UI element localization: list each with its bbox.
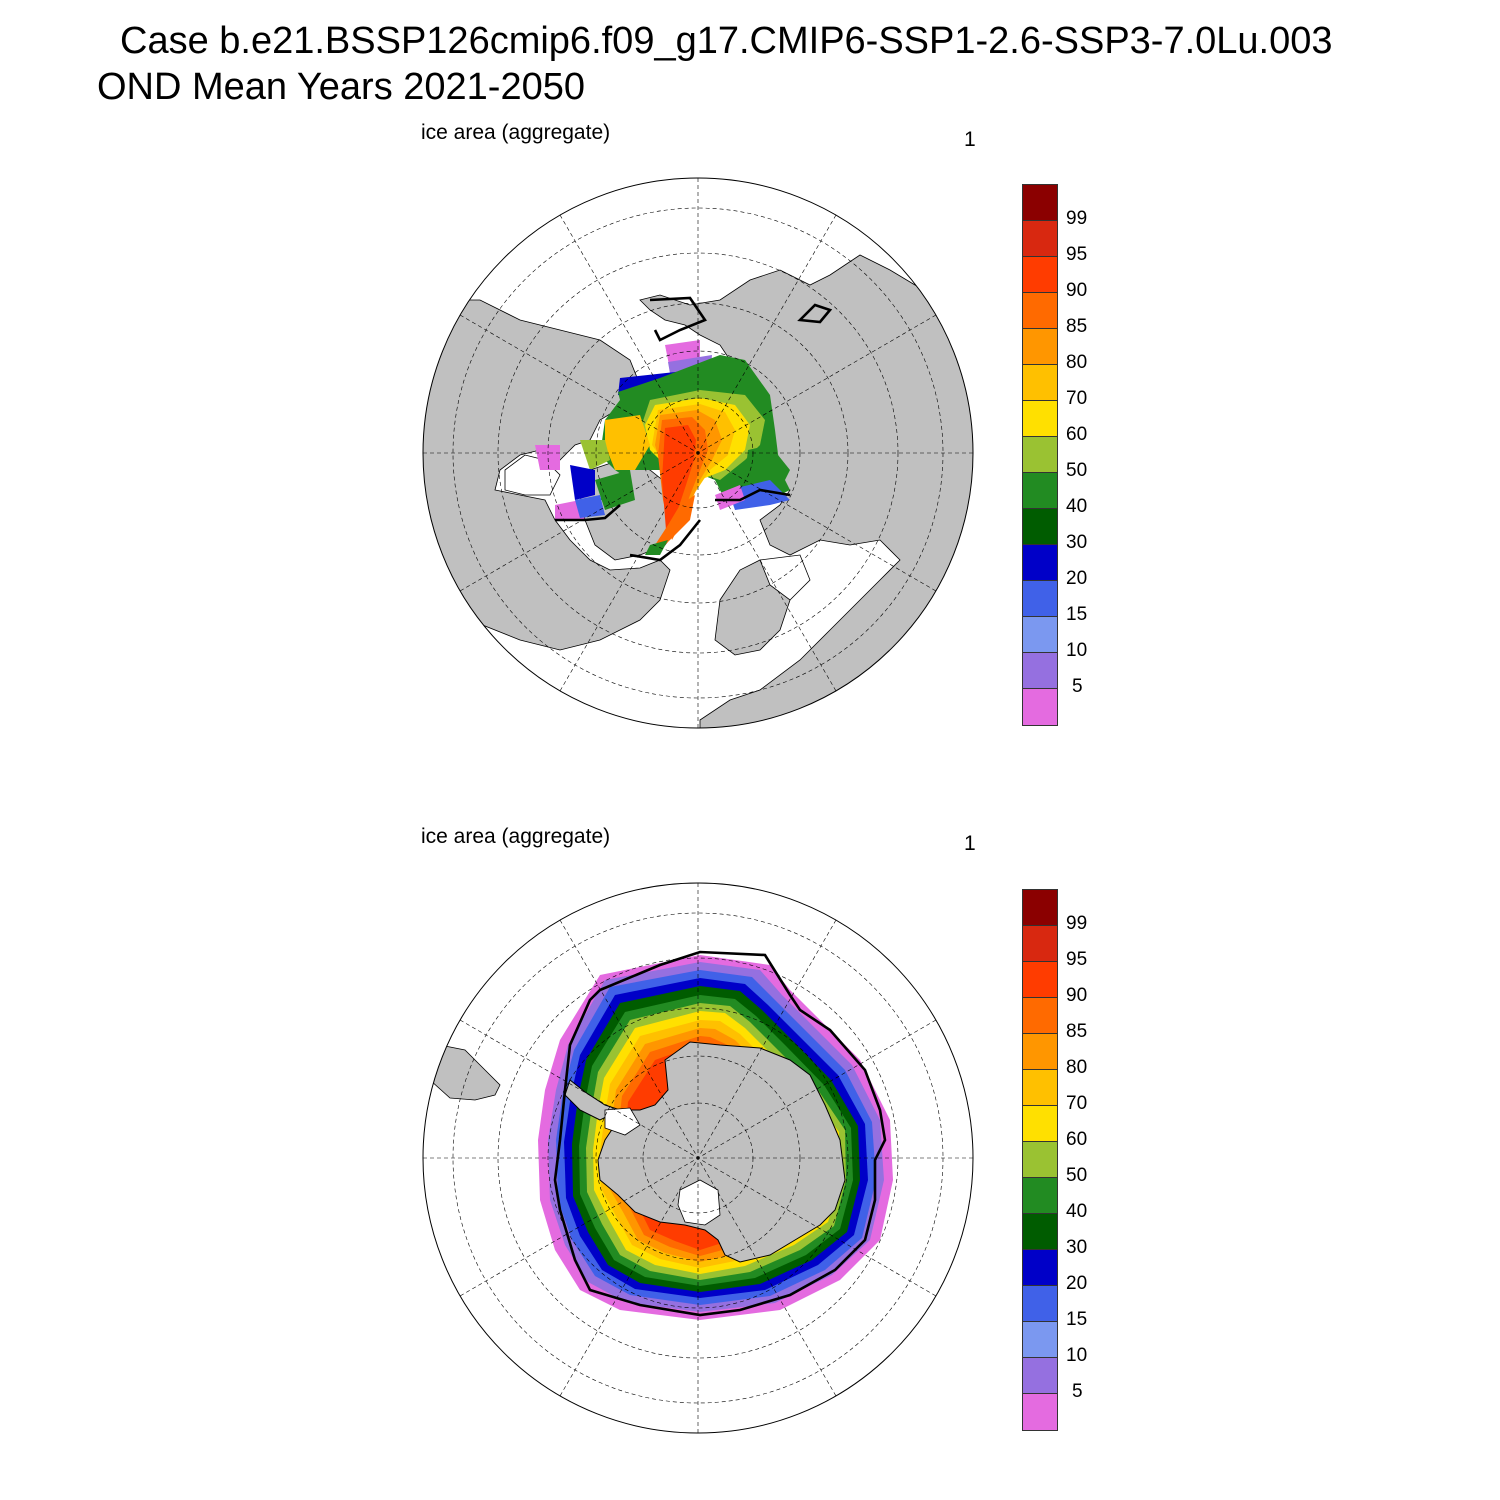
north-colorbar (1022, 184, 1058, 726)
colorbar-swatch (1023, 926, 1057, 962)
colorbar-tick-label: 15 (1066, 604, 1088, 625)
colorbar-swatch (1023, 473, 1057, 509)
colorbar-swatch (1023, 509, 1057, 545)
colorbar-tick-label: 10 (1066, 1345, 1088, 1366)
colorbar-swatch (1023, 1070, 1057, 1106)
colorbar-tick-label: 60 (1066, 1129, 1088, 1150)
colorbar-tick-label: 5 (1072, 1381, 1083, 1402)
colorbar-swatch (1023, 689, 1057, 725)
south-panel-number: 1 (964, 832, 976, 855)
colorbar-swatch (1023, 329, 1057, 365)
colorbar-tick-label: 40 (1066, 1201, 1088, 1222)
colorbar-swatch (1023, 617, 1057, 653)
north-panel-number: 1 (964, 128, 976, 151)
colorbar-tick-label: 70 (1066, 1093, 1088, 1114)
colorbar-swatch (1023, 365, 1057, 401)
colorbar-tick-label: 80 (1066, 352, 1088, 373)
colorbar-tick-label: 20 (1066, 568, 1088, 589)
colorbar-tick-label: 60 (1066, 424, 1088, 445)
antarctic-map (423, 883, 973, 1433)
colorbar-swatch (1023, 185, 1057, 221)
colorbar-tick-label: 95 (1066, 244, 1088, 265)
colorbar-tick-label: 5 (1072, 676, 1083, 697)
colorbar-swatch (1023, 437, 1057, 473)
north-map-border (422, 177, 974, 729)
colorbar-swatch (1023, 257, 1057, 293)
colorbar-tick-label: 99 (1066, 913, 1088, 934)
colorbar-tick-label: 85 (1066, 316, 1088, 337)
colorbar-swatch (1023, 962, 1057, 998)
colorbar-swatch (1023, 221, 1057, 257)
colorbar-swatch (1023, 293, 1057, 329)
colorbar-tick-label: 90 (1066, 985, 1088, 1006)
colorbar-tick-label: 99 (1066, 208, 1088, 229)
figure-title-case: Case b.e21.BSSP126cmip6.f09_g17.CMIP6-SS… (120, 20, 1333, 62)
colorbar-tick-label: 90 (1066, 280, 1088, 301)
colorbar-tick-label: 30 (1066, 532, 1088, 553)
colorbar-tick-label: 30 (1066, 1237, 1088, 1258)
colorbar-swatch (1023, 1286, 1057, 1322)
colorbar-tick-label: 40 (1066, 496, 1088, 517)
colorbar-swatch (1023, 1178, 1057, 1214)
colorbar-swatch (1023, 1250, 1057, 1286)
colorbar-swatch (1023, 1358, 1057, 1394)
colorbar-swatch (1023, 1394, 1057, 1430)
arctic-map (423, 178, 973, 728)
figure-title-period: OND Mean Years 2021-2050 (97, 66, 585, 108)
colorbar-swatch (1023, 1034, 1057, 1070)
colorbar-swatch (1023, 890, 1057, 926)
colorbar-tick-label: 70 (1066, 388, 1088, 409)
north-america-land (423, 299, 671, 651)
colorbar-tick-label: 50 (1066, 1165, 1088, 1186)
south-colorbar (1022, 889, 1058, 1431)
colorbar-swatch (1023, 653, 1057, 689)
colorbar-swatch (1023, 1322, 1057, 1358)
south-map-border (422, 882, 974, 1434)
colorbar-swatch (1023, 1142, 1057, 1178)
colorbar-swatch (1023, 998, 1057, 1034)
colorbar-swatch (1023, 401, 1057, 437)
colorbar-tick-label: 20 (1066, 1273, 1088, 1294)
north-panel-label: ice area (aggregate) (421, 121, 611, 144)
colorbar-swatch (1023, 581, 1057, 617)
colorbar-swatch (1023, 1214, 1057, 1250)
colorbar-tick-label: 85 (1066, 1021, 1088, 1042)
colorbar-swatch (1023, 1106, 1057, 1142)
south-panel-label: ice area (aggregate) (421, 825, 611, 848)
colorbar-tick-label: 95 (1066, 949, 1088, 970)
colorbar-tick-label: 15 (1066, 1309, 1088, 1330)
colorbar-tick-label: 50 (1066, 460, 1088, 481)
colorbar-swatch (1023, 545, 1057, 581)
colorbar-tick-label: 80 (1066, 1057, 1088, 1078)
colorbar-tick-label: 10 (1066, 640, 1088, 661)
